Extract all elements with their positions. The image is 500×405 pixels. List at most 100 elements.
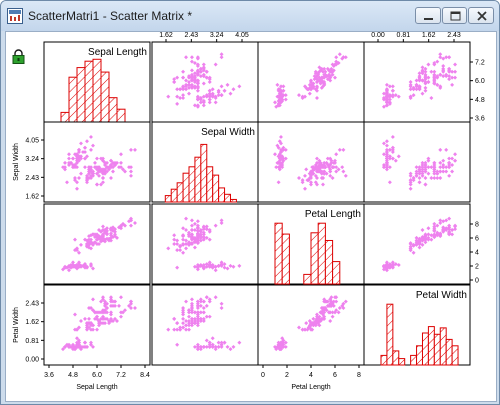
matrix-panel-r1-c0 [43, 121, 151, 203]
data-point [423, 176, 428, 180]
data-point [204, 262, 209, 267]
data-point [172, 316, 177, 321]
data-point [423, 169, 428, 174]
data-point [91, 173, 95, 178]
data-point [219, 301, 224, 306]
data-point [414, 171, 419, 176]
data-point [328, 163, 333, 168]
matrix-panel-r2-c1 [151, 203, 259, 285]
data-point [195, 228, 200, 233]
data-point [195, 235, 200, 239]
data-point [63, 165, 67, 170]
data-point [210, 336, 215, 341]
data-point [87, 169, 91, 174]
data-point [219, 306, 224, 311]
data-point [89, 241, 93, 246]
data-point [187, 327, 191, 332]
data-point [343, 173, 348, 178]
matrix-panel-r0-c3 [363, 41, 471, 123]
data-point [207, 97, 212, 102]
data-point [387, 94, 392, 99]
data-point [423, 88, 428, 93]
diagonal-label: Sepal Length [88, 47, 147, 58]
data-point [426, 156, 431, 161]
y-axis-title: Sepal Width [13, 143, 20, 181]
data-point [210, 87, 215, 92]
y-right-tick-label: 0 [475, 278, 479, 285]
data-point [435, 169, 440, 174]
data-point [328, 169, 333, 174]
data-point [207, 342, 212, 347]
data-point [322, 310, 327, 315]
histogram-bar [332, 261, 341, 285]
data-point [201, 235, 206, 239]
data-point [231, 264, 236, 269]
data-point [300, 94, 305, 99]
data-point [334, 59, 339, 64]
data-point [73, 152, 77, 157]
data-point [87, 171, 91, 176]
maximize-button[interactable] [442, 7, 467, 24]
data-point [213, 62, 218, 67]
data-point [187, 308, 191, 313]
scatter-matrix-window-icon[interactable] [7, 8, 23, 24]
data-point [198, 316, 203, 321]
data-point [318, 80, 323, 84]
data-point [219, 260, 224, 265]
lock-icon[interactable] [12, 49, 25, 64]
data-point [187, 314, 191, 319]
data-point [417, 71, 422, 76]
data-point [198, 299, 203, 304]
data-point [198, 347, 203, 352]
data-point [198, 263, 203, 268]
data-point [201, 225, 206, 230]
data-point [77, 250, 81, 255]
data-point [105, 231, 109, 236]
data-point [384, 90, 389, 95]
data-point [277, 97, 282, 102]
histogram-bar [164, 195, 172, 203]
data-point [195, 81, 200, 86]
data-point [447, 69, 452, 74]
data-point [310, 321, 315, 326]
y-axis-title: Petal Width [13, 307, 20, 343]
data-point [274, 165, 279, 170]
title-bar[interactable]: ScatterMatri1 - Scatter Matrix * [1, 1, 499, 31]
minimize-button[interactable] [415, 7, 441, 24]
data-point [89, 134, 93, 139]
data-point [396, 154, 401, 159]
data-point [453, 152, 458, 157]
data-point [204, 69, 209, 74]
data-point [175, 87, 180, 92]
data-point [198, 100, 203, 105]
x-tick-label: 6.0 [92, 372, 102, 379]
data-point [420, 71, 425, 76]
data-point [195, 223, 200, 228]
data-point [310, 169, 315, 174]
data-point [107, 165, 111, 170]
data-point [95, 171, 99, 176]
x-axis-title: Sepal Length [76, 384, 117, 391]
data-point [89, 167, 93, 172]
data-point [181, 226, 186, 231]
data-point [184, 327, 189, 332]
data-point [69, 160, 73, 165]
data-point [207, 260, 212, 265]
data-point [93, 232, 97, 237]
diagonal-label: Sepal Width [201, 127, 255, 138]
data-point [119, 160, 123, 165]
data-point [210, 263, 215, 267]
data-point [65, 180, 69, 185]
data-point [322, 171, 327, 176]
data-point [303, 94, 307, 99]
data-point [213, 223, 218, 228]
data-point [87, 176, 91, 180]
data-point [181, 250, 186, 255]
data-point [438, 85, 443, 90]
data-point [313, 71, 318, 76]
data-point [414, 173, 419, 178]
data-point [432, 171, 437, 176]
data-point [195, 310, 200, 315]
close-button[interactable] [468, 7, 494, 24]
data-point [181, 84, 186, 89]
